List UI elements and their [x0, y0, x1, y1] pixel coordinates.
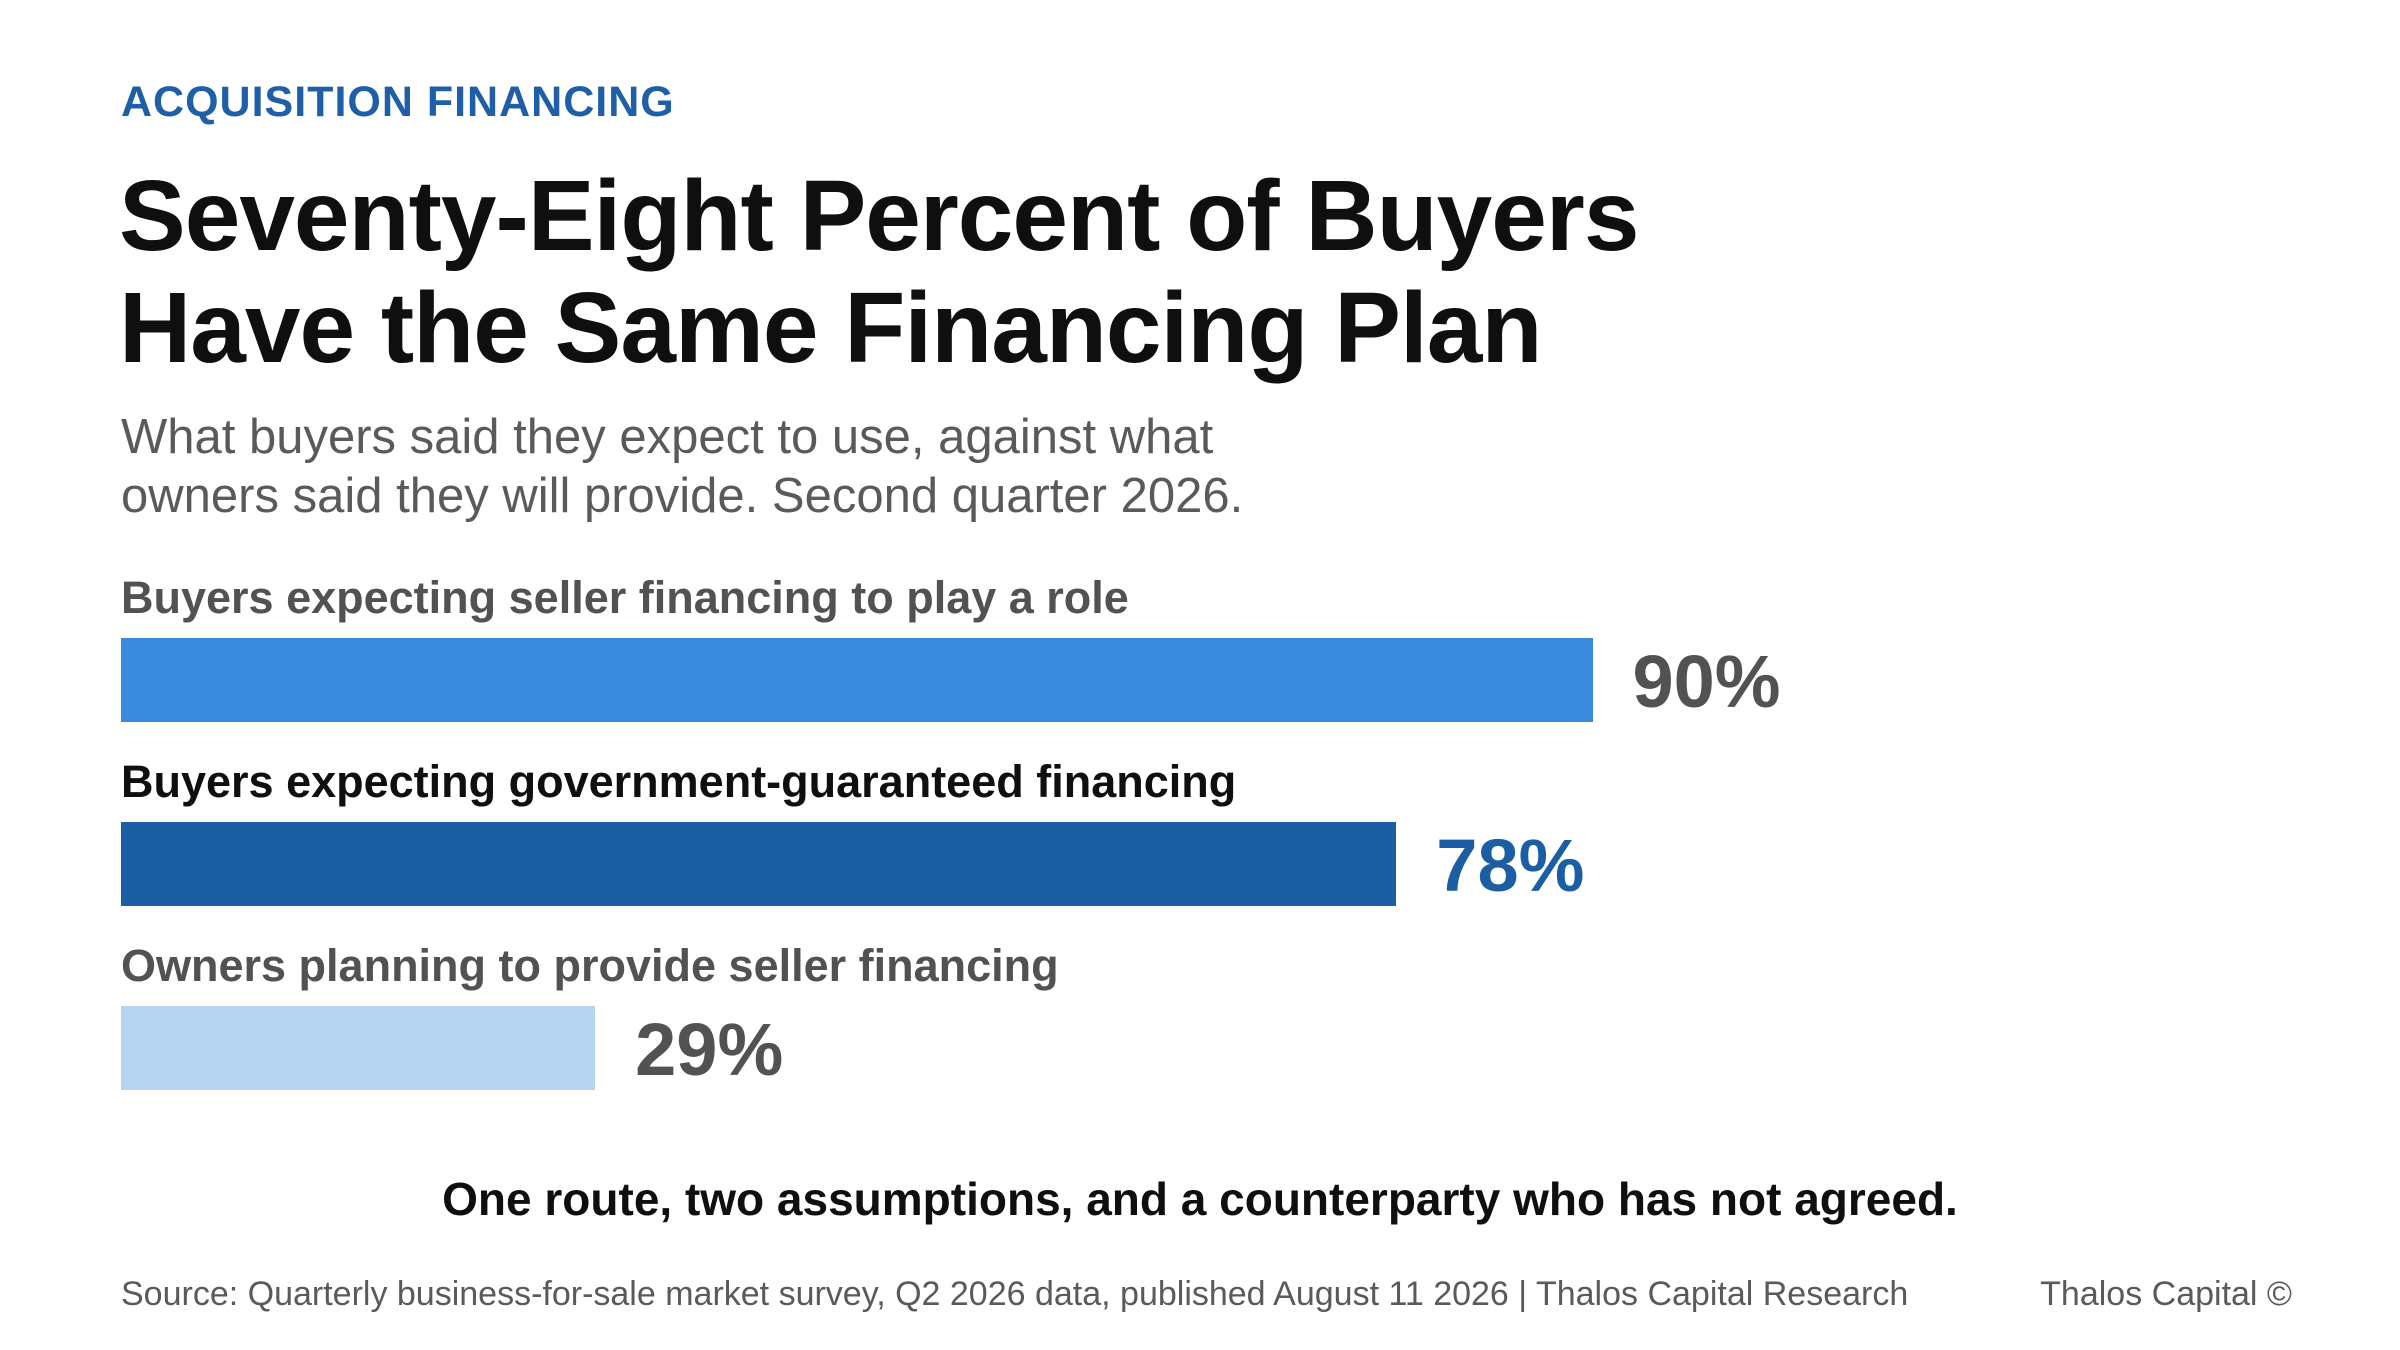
bar-value-label: 90% [1632, 640, 1781, 723]
bar-value-label: 29% [635, 1008, 784, 1091]
bar-label: Owners planning to provide seller financ… [121, 940, 1059, 991]
title-line-1: Seventy-Eight Percent of Buyers [119, 160, 1639, 272]
title-line-2: Have the Same Financing Plan [119, 272, 1542, 384]
brand-mark: Thalos Capital © [2040, 1275, 2292, 1313]
bar [121, 1006, 596, 1090]
takeaway-text: One route, two assumptions, and a counte… [442, 1173, 1958, 1225]
bar [121, 822, 1397, 906]
source-note: Source: Quarterly business-for-sale mark… [121, 1275, 1909, 1313]
bar [121, 638, 1593, 722]
eyebrow-label: ACQUISITION FINANCING [121, 78, 675, 126]
bar-label: Buyers expecting seller financing to pla… [121, 572, 1129, 623]
bar-label: Buyers expecting government-guaranteed f… [121, 756, 1237, 807]
subtitle: What buyers said they expect to use, aga… [121, 408, 1521, 526]
page-title: Seventy-Eight Percent of Buyers Have the… [119, 160, 2019, 384]
subtitle-line-1: What buyers said they expect to use, aga… [121, 410, 1214, 464]
subtitle-line-2: owners said they will provide. Second qu… [121, 469, 1244, 523]
bar-value-label: 78% [1436, 824, 1585, 907]
